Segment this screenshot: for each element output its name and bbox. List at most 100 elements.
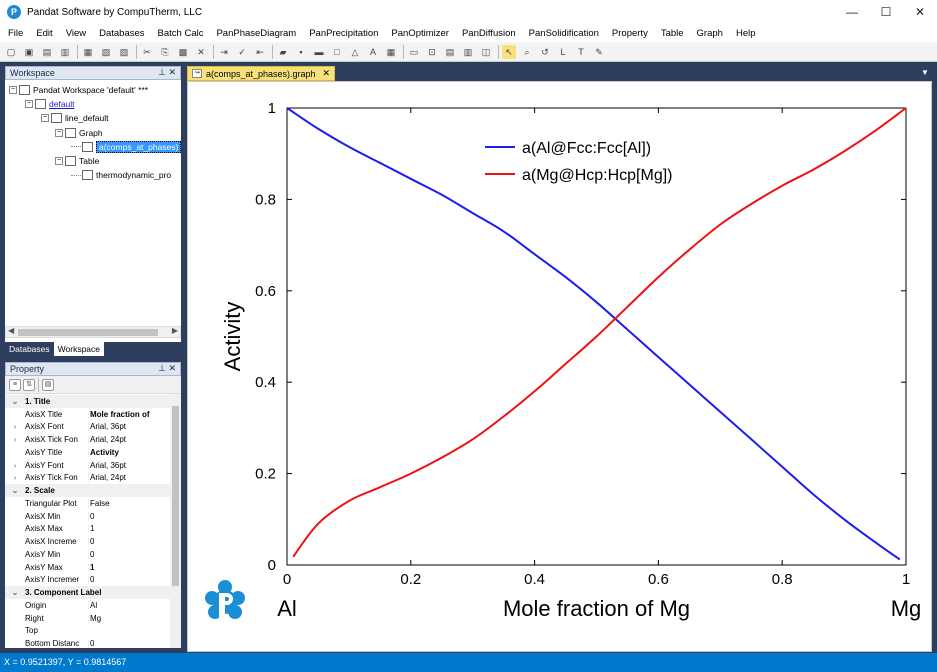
- property-value[interactable]: 0: [88, 575, 171, 585]
- property-pages-icon[interactable]: ▤: [42, 378, 54, 391]
- categorized-icon[interactable]: ≡: [9, 378, 21, 391]
- pin-icon[interactable]: ⊥: [158, 363, 166, 373]
- expand-icon[interactable]: ›: [13, 460, 17, 470]
- zoom-box-icon[interactable]: ▭: [409, 46, 419, 57]
- collapse-icon[interactable]: −: [25, 100, 33, 109]
- box-icon[interactable]: □: [334, 46, 340, 57]
- property-category[interactable]: ⌄ 3. Component Label: [5, 586, 171, 599]
- close-tab-icon[interactable]: ✕: [322, 68, 330, 78]
- property-row[interactable]: AxisX Title Mole fraction of: [5, 408, 171, 421]
- close-button[interactable]: ✕: [914, 5, 926, 19]
- horizontal-scrollbar[interactable]: ◀ ▶: [5, 326, 181, 338]
- export-icon[interactable]: ⇤: [256, 46, 264, 57]
- scrollbar-thumb[interactable]: [172, 406, 179, 586]
- property-row[interactable]: AxisY Max 1: [5, 561, 171, 574]
- text-icon[interactable]: T: [578, 46, 584, 57]
- sort-alpha-icon[interactable]: ⇅: [23, 378, 35, 391]
- tab-graph-document[interactable]: ↝ a(comps_at_phases).graph ✕: [187, 66, 335, 81]
- print-icon[interactable]: ▨: [119, 46, 129, 57]
- collapse-icon[interactable]: ⌄: [11, 396, 19, 406]
- property-value[interactable]: 1: [88, 562, 171, 572]
- property-row[interactable]: AxisX Max 1: [5, 523, 171, 536]
- collapse-icon[interactable]: ⌄: [11, 588, 19, 598]
- property-value[interactable]: Arial, 24pt: [88, 473, 171, 483]
- property-row[interactable]: AxisX Increme 0: [5, 535, 171, 548]
- point-icon[interactable]: ▪: [299, 46, 303, 57]
- property-value[interactable]: False: [88, 498, 171, 508]
- expand-icon[interactable]: ›: [13, 422, 17, 432]
- grid-icon[interactable]: ▦: [386, 46, 396, 57]
- property-value[interactable]: 0: [88, 537, 171, 547]
- property-value[interactable]: 1: [88, 524, 171, 534]
- property-row[interactable]: AxisY Title Activity: [5, 446, 171, 459]
- series-line-1[interactable]: [286, 107, 901, 561]
- property-value[interactable]: Activity: [88, 447, 171, 457]
- collapse-icon[interactable]: −: [41, 114, 49, 123]
- tree-node[interactable]: a(comps_at_phases): [71, 140, 182, 153]
- menu-graph[interactable]: Graph: [696, 27, 723, 39]
- save-icon[interactable]: ▥: [60, 46, 70, 57]
- property-value[interactable]: Arial, 36pt: [88, 460, 171, 470]
- tree-node[interactable]: thermodynamic_pro: [71, 169, 171, 181]
- print-preview-icon[interactable]: ▧: [101, 46, 111, 57]
- property-value[interactable]: Arial, 36pt: [88, 422, 171, 432]
- expand-icon[interactable]: ›: [13, 435, 17, 445]
- tree-node[interactable]: − Graph: [55, 127, 103, 139]
- tree-node[interactable]: − Table: [55, 155, 99, 167]
- collapse-icon[interactable]: −: [9, 86, 17, 94]
- pointer-icon[interactable]: ↖: [502, 44, 516, 59]
- property-value[interactable]: Mg: [88, 613, 171, 623]
- property-value[interactable]: Arial, 24pt: [88, 435, 171, 445]
- magnifier-icon[interactable]: ⌕: [524, 46, 530, 57]
- rotate-icon[interactable]: ↺: [541, 46, 549, 57]
- property-row[interactable]: › AxisY Font Arial, 36pt: [5, 459, 171, 472]
- tab-databases[interactable]: Databases: [9, 344, 50, 354]
- tile-icon[interactable]: ▥: [463, 46, 473, 57]
- property-value[interactable]: Al: [88, 600, 171, 610]
- property-row[interactable]: Triangular Plot False: [5, 497, 171, 510]
- property-scrollbar[interactable]: [170, 394, 181, 648]
- layout-icon[interactable]: ▤: [445, 46, 455, 57]
- property-row[interactable]: AxisX Min 0: [5, 510, 171, 523]
- menu-panoptimizer[interactable]: PanOptimizer: [391, 27, 449, 39]
- property-row[interactable]: Top: [5, 625, 171, 638]
- menu-table[interactable]: Table: [660, 27, 684, 39]
- property-row[interactable]: Bottom Distanc 0: [5, 637, 171, 650]
- pin-icon[interactable]: ⊥: [158, 67, 166, 77]
- triangle-icon[interactable]: △: [351, 46, 359, 57]
- chart-icon[interactable]: ▰: [279, 46, 287, 57]
- property-category[interactable]: ⌄ 2. Scale: [5, 484, 171, 497]
- import-icon[interactable]: ⇥: [220, 46, 228, 57]
- graph-canvas[interactable]: 0 0.2 0.4 0.6 0.8 1 0 0.2 0.4 0.6 0.8 1 Mole fractio…: [187, 81, 932, 652]
- activity-chart[interactable]: 0 0.2 0.4 0.6 0.8 1 0 0.2 0.4 0.6 0.8 1 Mole fractio…: [188, 82, 933, 653]
- legend-icon[interactable]: L: [560, 46, 566, 57]
- property-value[interactable]: 0: [88, 549, 171, 559]
- property-value[interactable]: 0: [88, 511, 171, 521]
- cut-icon[interactable]: ✂: [143, 46, 151, 57]
- property-row[interactable]: Right Mg: [5, 612, 171, 625]
- tree-node[interactable]: − default: [25, 98, 75, 110]
- check-icon[interactable]: ✓: [238, 46, 246, 57]
- menu-pansolidification[interactable]: PanSolidification: [528, 27, 599, 39]
- tree-node[interactable]: − Pandat Workspace 'default' ***: [9, 84, 148, 96]
- property-row[interactable]: › AxisX Font Arial, 36pt: [5, 421, 171, 434]
- menu-view[interactable]: View: [65, 27, 87, 39]
- property-row[interactable]: › AxisY Tick Fon Arial, 24pt: [5, 472, 171, 485]
- delete-icon[interactable]: ✕: [197, 46, 205, 57]
- scroll-left-icon[interactable]: ◀: [8, 326, 15, 335]
- collapse-icon[interactable]: ⌄: [11, 486, 19, 496]
- menu-pandiffusion[interactable]: PanDiffusion: [461, 27, 516, 39]
- property-value[interactable]: 0: [88, 639, 171, 649]
- pen-icon[interactable]: ✎: [595, 46, 603, 57]
- maximize-button[interactable]: ☐: [880, 5, 892, 19]
- property-row[interactable]: AxisY Incremer 0: [5, 574, 171, 587]
- open-icon[interactable]: ▣: [24, 46, 34, 57]
- window-icon[interactable]: ◫: [481, 46, 491, 57]
- minimize-button[interactable]: —: [846, 5, 858, 19]
- menu-edit[interactable]: Edit: [36, 27, 53, 39]
- tree-node[interactable]: − line_default: [41, 112, 108, 124]
- scrollbar-thumb[interactable]: [18, 329, 158, 336]
- expand-icon[interactable]: ›: [13, 473, 17, 483]
- menu-panphasediagram[interactable]: PanPhaseDiagram: [216, 27, 297, 39]
- label-icon[interactable]: A: [369, 46, 376, 57]
